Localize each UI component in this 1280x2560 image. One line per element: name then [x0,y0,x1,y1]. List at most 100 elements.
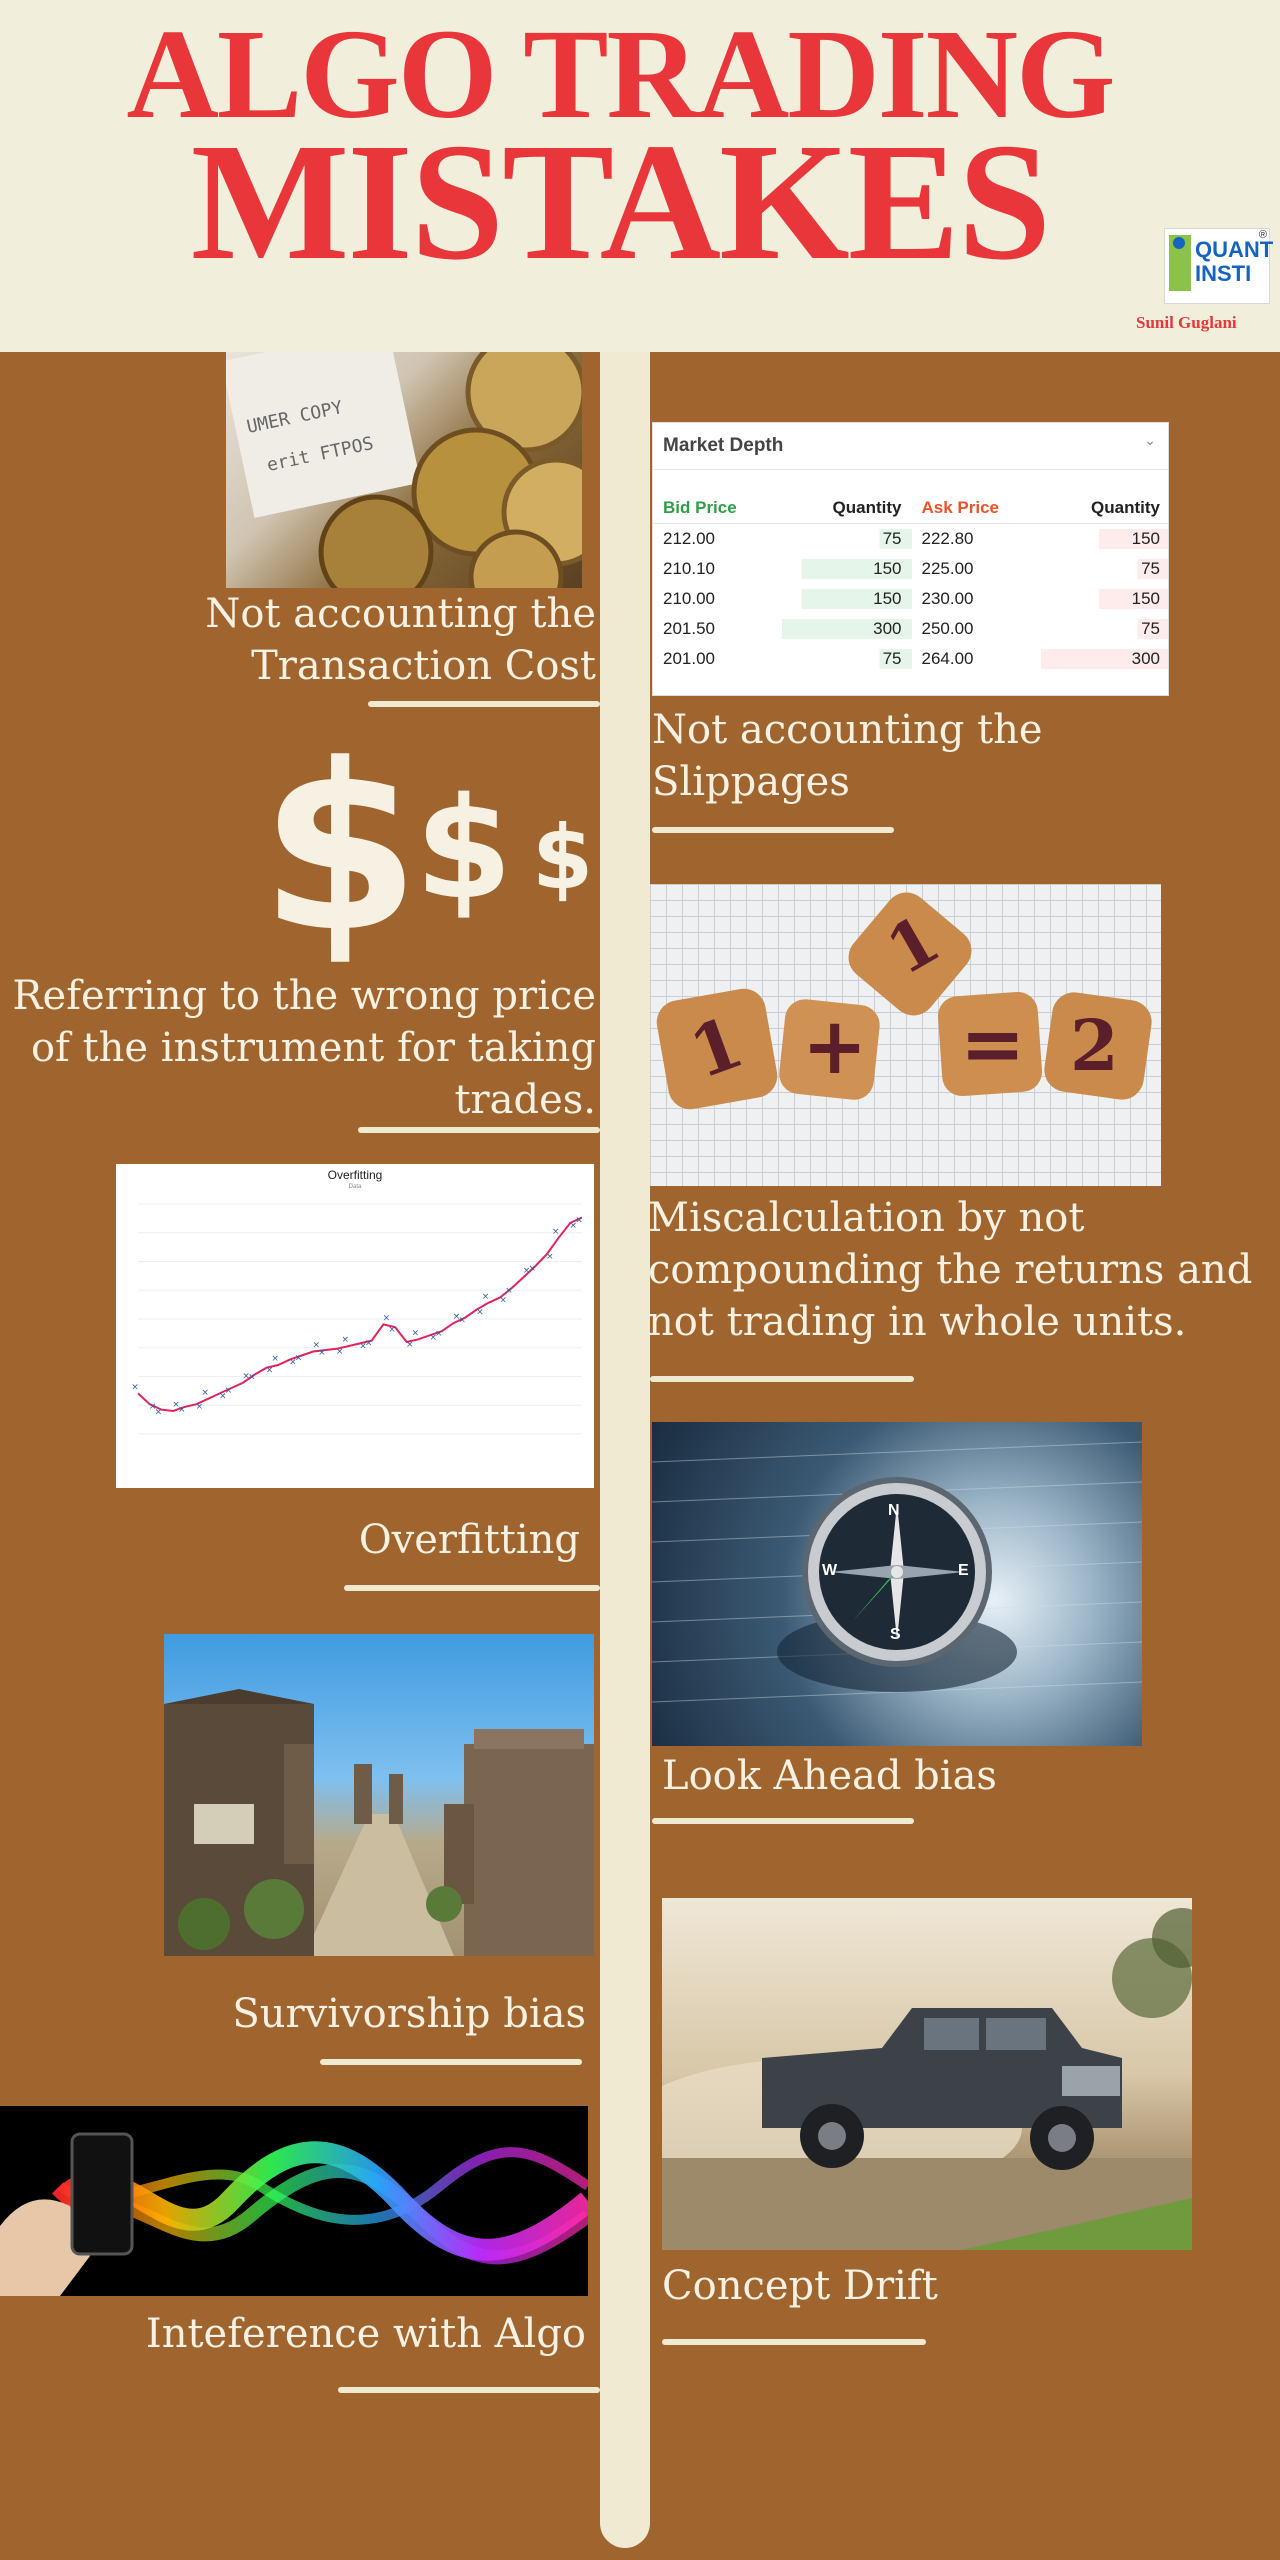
cemetery-image [164,1634,594,1956]
ask-qty-cell: 300 [1040,649,1168,669]
bid-qty-cell: 300 [782,619,912,639]
underline-miscalculation [650,1376,914,1382]
dollar-sign-large: $ [260,716,421,983]
market-depth-row: 210.10 150 225.00 75 [653,554,1168,584]
overfit-point: × [225,1386,233,1396]
underline-look-ahead [652,1818,914,1824]
overfit-point: × [505,1286,513,1296]
overfit-point: × [178,1405,186,1415]
overfit-point: × [453,1312,461,1322]
bid-price-cell: 210.10 [663,559,715,578]
compass-image: N E S W [652,1422,1142,1746]
header-ask-quantity: Quantity [1091,498,1160,517]
header-bid-price: Bid Price [663,498,737,517]
caption-interference: Inteference with Algo [145,2311,586,2357]
overfit-point: × [458,1316,466,1326]
market-depth-panel: Market Depth ⌄ Bid Price Quantity Ask Pr… [652,422,1169,696]
caption-survivorship: Survivorship bias [232,1991,586,2037]
registered-mark: ® [1258,229,1267,241]
ask-price-cell: 250.00 [921,619,974,638]
underline-overfitting [344,1585,600,1591]
author-name: Sunil Guglani [1136,313,1237,332]
bid-price-cell: 212.00 [663,529,715,548]
market-depth-table: Bid Price Quantity Ask Price Quantity 21… [653,493,1168,674]
market-depth-header-row: Bid Price Quantity Ask Price Quantity [653,493,1168,523]
waves-illustration [0,2132,588,2296]
logo-dot [1173,237,1185,249]
ask-price-cell: 264.00 [921,649,974,668]
overfit-point: × [266,1366,274,1376]
overfit-point: × [219,1391,227,1401]
overfit-point: × [242,1372,250,1382]
overfit-point: × [289,1358,297,1368]
cookies-math-image: 1 + 1 = 2 [650,884,1161,1186]
bid-qty-cell: 150 [782,559,912,579]
caption-concept-drift: Concept Drift [662,2263,938,2309]
overfit-point: × [336,1347,344,1357]
cookie-digit-2: 2 [1070,1004,1119,1087]
compass-illustration [652,1441,1142,1703]
market-depth-row: 210.00 150 230.00 150 [653,584,1168,614]
overfit-point: × [575,1216,583,1226]
overfit-point: × [196,1402,204,1412]
coins-illustration [226,352,582,588]
underline-transaction-cost [368,701,600,707]
overfit-point: × [149,1402,157,1412]
logo-text-insti: INSTI [1195,261,1252,286]
caption-slippages: Not accounting the Slippages [652,707,1043,805]
underline-survivorship [320,2059,582,2065]
overfit-point: × [523,1266,531,1276]
header-ask-price: Ask Price [921,498,1000,517]
overfit-point: × [476,1308,484,1318]
cookies-illustration [656,892,1152,1110]
overfitting-chart: Overfitting Data × × × × × × × × × × × × × × × × × × × × × × ×… [116,1164,594,1488]
overfit-point: × [552,1227,560,1237]
overfit-point: × [429,1333,437,1343]
overfit-point: × [412,1328,420,1338]
caption-look-ahead: Look Ahead bias [662,1753,997,1799]
overfit-chart-subtitle: Data [348,1184,362,1190]
timeline-spine [600,352,650,2548]
overfit-point: × [131,1382,139,1392]
market-depth-title: Market Depth [663,435,784,456]
ask-qty-cell: 75 [1040,619,1168,639]
bid-price-cell: 201.00 [663,649,715,668]
title-line-1: ALGO TRADING [126,3,1115,145]
overfit-point: × [295,1354,303,1364]
overfit-chart-title: Overfitting [327,1168,383,1182]
overfit-point: × [388,1325,396,1335]
ask-price-cell: 225.00 [921,559,974,578]
quantinsti-logo: QUANT INSTI ® [1164,228,1273,304]
bid-qty-cell: 75 [782,529,912,549]
cookie-plus: + [802,1002,868,1092]
truck-image [662,1898,1192,2250]
overfit-point: × [406,1340,414,1350]
overfit-point: × [365,1339,373,1349]
overfit-point: × [312,1340,320,1350]
overfit-point: × [435,1329,443,1339]
header-banner: ALGO TRADING MISTAKES QUANT INSTI ® Suni… [0,0,1280,352]
overfit-point: × [201,1388,209,1398]
phone-waves-image [0,2106,588,2296]
overfit-point: × [155,1408,163,1418]
overfit-point: × [271,1354,279,1364]
compass-letter-w: W [822,1562,838,1579]
market-depth-row: 212.00 75 222.80 150 [653,524,1168,554]
truck-illustration [662,1908,1192,2250]
overfit-curve [137,1216,583,1413]
ask-price-cell: 222.80 [921,529,974,548]
overfit-point: × [383,1313,391,1323]
overfit-plot: ××××× ×× ×××××× ×××× ×××××××× ×××××× ×××××××× [131,1203,583,1435]
ask-price-cell: 230.00 [921,589,974,608]
overfit-point: × [318,1348,326,1358]
header-bid-quantity: Quantity [832,498,902,517]
compass-letter-e: E [958,1562,969,1579]
dollar-icons: $ $ $ [250,730,600,970]
bid-price-cell: 201.50 [663,619,715,638]
title-line-2: MISTAKES [190,109,1051,295]
caption-wrong-price: Referring to the wrong price of the inst… [12,973,596,1123]
overfit-point: × [359,1341,367,1351]
compass-letter-s: S [890,1626,901,1643]
collapse-icon: ⌄ [1144,433,1156,449]
underline-interference [338,2387,600,2393]
